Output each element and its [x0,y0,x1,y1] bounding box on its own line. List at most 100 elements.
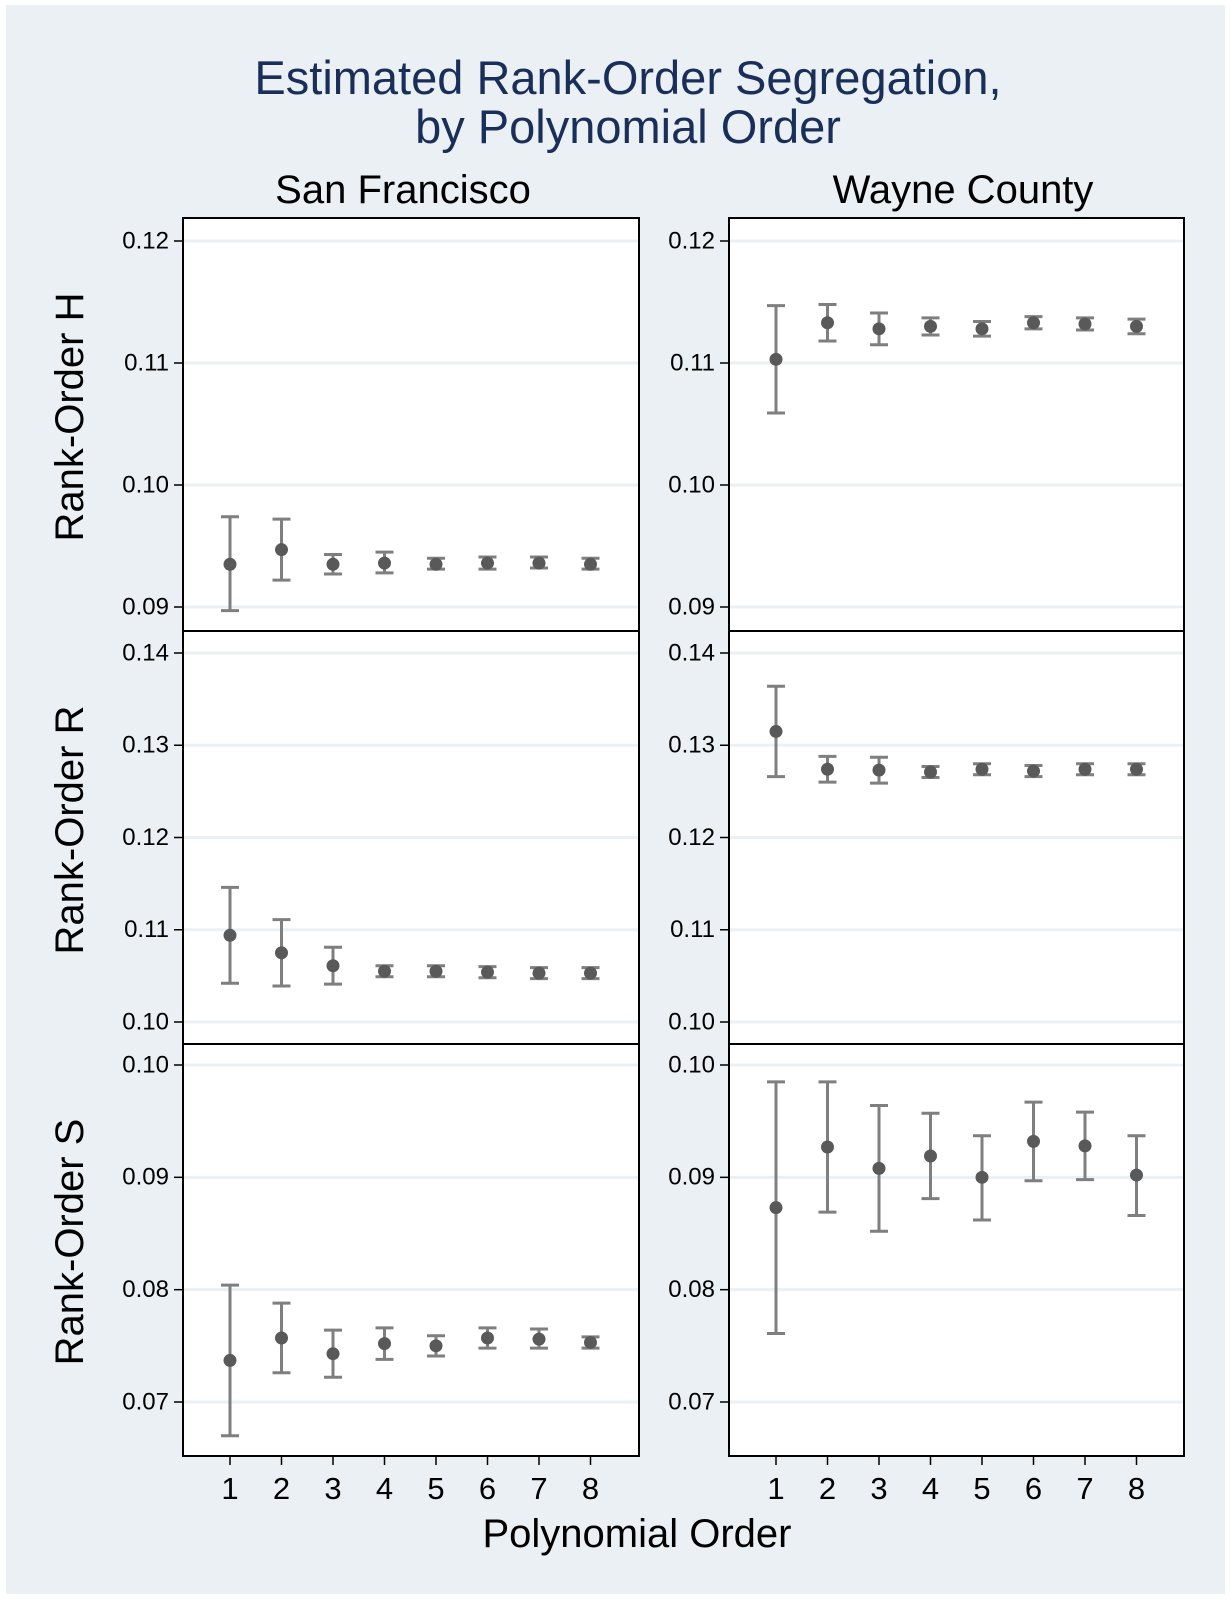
data-point [326,557,340,571]
series-0-1 [767,302,1146,415]
column-title-wayne-county: Wayne County [833,168,1094,212]
data-point [1130,762,1143,776]
y-tick-label: 0.08 [668,1276,715,1303]
panels-layer: 0.12 0.11 0.10 0.09 0.14 0.13 0.12 0.11 0.10 0.10… [122,217,1185,1506]
x-tick-label: 4 [376,1471,393,1506]
data-point [275,946,288,960]
y-tick-label: 0.11 [124,916,169,943]
data-point [1027,764,1040,778]
row-title-rank-order-h: Rank-Order H [48,293,92,542]
y-tick-label: 0.10 [668,471,715,498]
panel-1-0: 0.14 0.13 0.12 0.11 0.10 [122,631,639,1044]
y-tick-label: 0.08 [122,1276,169,1303]
panel-0-1: 0.12 0.11 0.10 0.09 [668,218,1184,631]
y-tick-label: 0.12 [668,824,715,851]
data-point [975,762,989,776]
plot-area [183,1044,639,1456]
x-tick-label: 6 [1025,1471,1042,1506]
x-tick-label: 4 [922,1471,939,1506]
x-tick-label: 2 [819,1471,836,1506]
column-title-san-francisco: San Francisco [275,168,531,212]
data-point [821,1140,834,1154]
x-tick-label: 6 [479,1471,496,1506]
y-tick-label: 0.09 [122,1164,169,1191]
x-tick-label: 7 [530,1471,547,1506]
plot-area [729,218,1184,631]
data-point [924,765,937,779]
x-tick-label: 7 [1076,1471,1093,1506]
y-tick-label: 0.11 [124,349,169,376]
series-2-0 [221,1283,600,1438]
series-1-1 [767,684,1146,785]
y-tick-label: 0.12 [668,227,715,254]
data-point [1078,762,1092,776]
data-point [1027,316,1040,330]
y-tick-label: 0.13 [122,732,169,759]
y-tick-label: 0.10 [668,1051,715,1078]
panel-1-1: 0.14 0.13 0.12 0.11 0.10 [668,631,1184,1044]
data-point [532,966,546,980]
data-point [481,965,494,979]
data-point [584,966,597,980]
x-tick-label: 3 [324,1471,341,1506]
data-point [872,1161,886,1175]
data-point [223,557,237,571]
data-point [584,1335,597,1349]
data-point [481,1331,494,1345]
data-point [275,543,288,557]
data-point [378,1337,391,1351]
data-point [584,557,597,571]
y-tick-label: 0.10 [122,471,169,498]
data-point [223,1353,237,1367]
data-point [429,964,443,978]
data-point [1130,319,1143,333]
data-point [872,322,886,336]
x-tick-label: 8 [582,1471,599,1506]
data-point [326,1347,340,1361]
data-point [1130,1168,1143,1182]
data-point [872,763,886,777]
data-point [223,928,237,942]
y-tick-label: 0.09 [668,593,715,620]
data-point [378,556,391,570]
data-point [821,316,834,330]
x-tick-label: 3 [870,1471,887,1506]
data-point [429,557,443,571]
y-tick-label: 0.11 [670,916,715,943]
data-point [1078,1139,1092,1153]
y-tick-label: 0.10 [122,1051,169,1078]
x-tick-label: 1 [221,1471,238,1506]
y-tick-label: 0.09 [122,593,169,620]
data-point [924,1149,937,1163]
data-point [769,1201,783,1215]
data-point [769,352,783,366]
series-0-0 [221,515,600,613]
y-tick-label: 0.14 [122,639,169,666]
panel-2-0: 0.10 0.09 0.08 0.07 [122,1044,639,1456]
data-point [326,959,340,973]
data-point [429,1339,443,1353]
chart-title-line-1: Estimated Rank-Order Segregation, [254,51,1001,104]
y-tick-label: 0.07 [668,1388,715,1415]
y-tick-label: 0.13 [668,732,715,759]
panel-border [182,1043,640,1457]
x-tick-label: 1 [767,1471,784,1506]
data-point [924,319,937,333]
y-tick-label: 0.10 [122,1008,169,1035]
chart-title-line-2: by Polynomial Order [415,100,841,153]
data-point [821,762,834,776]
row-title-rank-order-r: Rank-Order R [48,706,92,955]
data-point [532,556,546,570]
data-point [481,556,494,570]
plot-area [183,218,639,631]
data-point [378,964,391,978]
data-point [1027,1134,1040,1148]
x-tick-label: 2 [273,1471,290,1506]
y-tick-label: 0.12 [122,824,169,851]
data-point [975,1170,989,1184]
y-tick-label: 0.10 [668,1008,715,1035]
panel-2-1: 0.10 0.09 0.08 0.07 [668,1044,1184,1456]
data-point [532,1332,546,1346]
